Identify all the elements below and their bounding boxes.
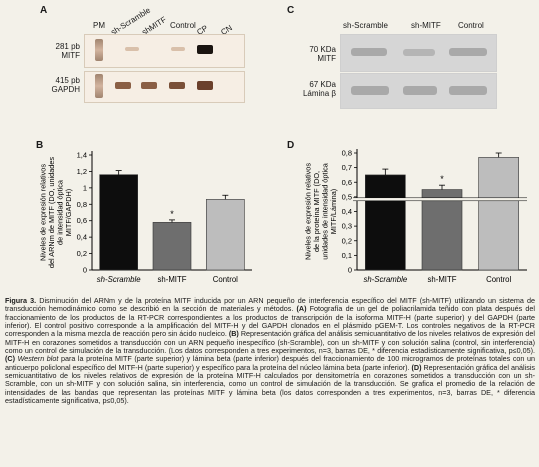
wb-label-mitf: 70 KDa MITF — [309, 45, 336, 63]
bar-sh-scramble — [99, 174, 138, 271]
wb-band — [449, 86, 487, 95]
caption-label-a: (A) — [296, 304, 307, 314]
category-label: sh-MITF — [427, 275, 456, 284]
y-tick-label: 1,2 — [77, 167, 87, 176]
y-tick-label: 0,7 — [342, 163, 352, 172]
y-tick-label: 0,2 — [77, 249, 87, 258]
caption-figure-label: Figura 3. — [5, 296, 37, 305]
wb-lane-control: Control — [458, 21, 484, 30]
bar-control — [206, 199, 245, 271]
y-tick-label: 0,3 — [342, 222, 352, 231]
category-label: Control — [486, 275, 511, 284]
gel-band — [169, 82, 185, 89]
axis-break — [353, 197, 527, 201]
category-label: Control — [213, 275, 238, 284]
gel-band — [171, 47, 185, 51]
panel-a-letter: A — [40, 5, 48, 16]
y-tick-label: 0,8 — [77, 200, 87, 209]
wb-band — [403, 86, 437, 95]
panel-a-label-mitf: 281 pb MITF — [55, 42, 80, 60]
y-axis-label-line: MITF/Lámina) — [329, 189, 338, 234]
bar-sh-mitf — [152, 222, 192, 271]
caption-text-3: Representación gráfica del análisis semi… — [5, 329, 535, 356]
wb-band — [351, 86, 389, 95]
y-axis-label-line: del ARNm de MITF (DO, unidades — [47, 157, 56, 268]
category-label: sh-Scramble — [97, 275, 141, 284]
y-tick-label: 0,4 — [77, 233, 87, 242]
caption-text-5: Representación gráfica del análisis semi… — [5, 362, 535, 406]
gel-ladder-band — [95, 39, 103, 61]
y-axis-label: Niveles de expresión relativos del ARNm d… — [38, 157, 73, 268]
y-tick-label: 0,6 — [342, 178, 352, 187]
wb-lane-sh-mitf: sh-MITF — [411, 21, 441, 30]
wb-lane-sh-scramble: sh-Scramble — [343, 21, 388, 30]
wb-band — [351, 48, 387, 56]
caption-label-d: (D) — [411, 362, 422, 372]
caption-text-4: para la proteína MITF (parte superior) y… — [5, 354, 535, 372]
chart-d: 0 0,1 0,2 0,3 0,4 0,5 0,6 0,7 0,8 Niveles de expr… — [303, 149, 527, 284]
caption-label-b: (B) — [228, 329, 239, 339]
category-label: sh-MITF — [157, 275, 186, 284]
wb-band — [449, 48, 487, 56]
lane-label-pm: PM — [93, 21, 105, 30]
bar-sh-scramble — [365, 174, 406, 271]
category-label: sh-Scramble — [363, 275, 407, 284]
y-axis-label-line: Niveles de expresión relativos — [303, 163, 312, 260]
western-blot-mitf — [340, 34, 497, 72]
y-axis-label-line: de la proteína MITF (DO, — [312, 171, 321, 252]
y-axis-label: Niveles de expresión relativos de la prot… — [303, 162, 338, 260]
significance-star: * — [440, 174, 444, 184]
gel-ladder-band — [95, 74, 103, 98]
y-tick-label: 0,8 — [342, 149, 352, 158]
panel-c-letter: C — [287, 5, 295, 16]
y-tick-label: 0,6 — [77, 216, 87, 225]
caption-italic-western: Western blot — [14, 354, 59, 364]
figure-caption: Figura 3. Disminución del ARNm y de la p… — [5, 296, 535, 406]
y-axis-label-line: de intensidad óptica — [55, 179, 64, 245]
gel-band — [125, 47, 139, 51]
y-tick-label: 1 — [83, 183, 87, 192]
gel-gapdh — [84, 71, 245, 103]
y-axis-label-line: MITF/GAPDH) — [64, 189, 73, 236]
bar-control — [478, 157, 519, 271]
panel-d-letter: D — [287, 140, 295, 151]
y-tick-label: 0 — [83, 266, 87, 275]
y-axis-label-line: unidades de intensidad óptica — [320, 162, 329, 259]
gel-mitf — [84, 34, 245, 68]
caption-text-2: Fotografía de un gel de poliacrilamida t… — [5, 304, 535, 339]
y-axis-label-line: Niveles de expresión relativos — [38, 164, 47, 261]
caption-text-1: Disminución del ARNm y de la proteína MI… — [5, 296, 535, 314]
bar-sh-mitf — [421, 189, 463, 271]
panel-b-letter: B — [36, 140, 44, 151]
gel-band-cp — [197, 45, 213, 54]
y-tick-label: 0,5 — [342, 192, 352, 201]
y-tick-label: 1,4 — [77, 151, 87, 160]
caption-label-c: (C) — [5, 354, 15, 364]
chart-b: 0 0,2 0,4 0,6 0,8 1 1,2 1,4 Niveles de expresión… — [38, 151, 252, 284]
western-blot-lamina — [340, 73, 497, 109]
y-tick-label: 0,2 — [342, 236, 352, 245]
gel-band-cp — [197, 81, 213, 90]
wb-label-lamina: 67 KDa Lámina β — [302, 80, 336, 98]
y-tick-label: 0 — [348, 266, 352, 275]
y-tick-label: 0,1 — [342, 251, 352, 260]
panel-a-label-gapdh: 415 pb GAPDH — [51, 76, 80, 94]
gel-band — [141, 82, 157, 89]
y-tick-label: 0,4 — [342, 207, 352, 216]
gel-band — [115, 82, 131, 89]
wb-band — [403, 49, 435, 56]
lane-label-control: Control — [170, 21, 196, 30]
significance-star: * — [170, 209, 174, 219]
